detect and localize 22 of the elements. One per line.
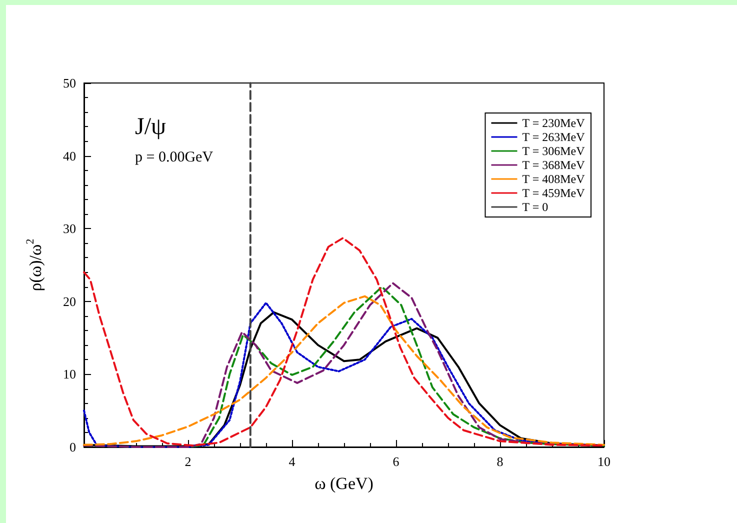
legend-label: T = 306MeV	[522, 144, 586, 158]
y-tick-label: 50	[63, 76, 76, 90]
y-tick-label: 40	[63, 148, 76, 164]
x-tick-label: 8	[496, 454, 504, 469]
legend-label: T = 368MeV	[522, 158, 586, 172]
x-tick-label: 10	[598, 454, 610, 469]
x-tick-label: 4	[288, 454, 296, 469]
legend-label: T = 408MeV	[522, 172, 586, 186]
legend-label: T = 230MeV	[522, 116, 586, 130]
y-tick-label: 30	[63, 221, 76, 236]
y-axis-title: ρ(ω)/ω2	[24, 238, 45, 292]
annotation: J/ψ	[135, 114, 166, 140]
annotation: p = 0.00GeV	[135, 150, 214, 166]
x-axis-title: ω (GeV)	[314, 474, 374, 493]
y-tick-label: 20	[63, 294, 76, 309]
x-tick-label: 6	[392, 454, 400, 469]
x-tick-label: 2	[184, 454, 192, 469]
legend-label: T = 0	[522, 200, 548, 214]
legend-label: T = 459MeV	[522, 186, 586, 200]
y-tick-label: 10	[63, 366, 76, 382]
legend-label: T = 263MeV	[522, 130, 586, 144]
y-tick-label: 0	[70, 440, 76, 454]
